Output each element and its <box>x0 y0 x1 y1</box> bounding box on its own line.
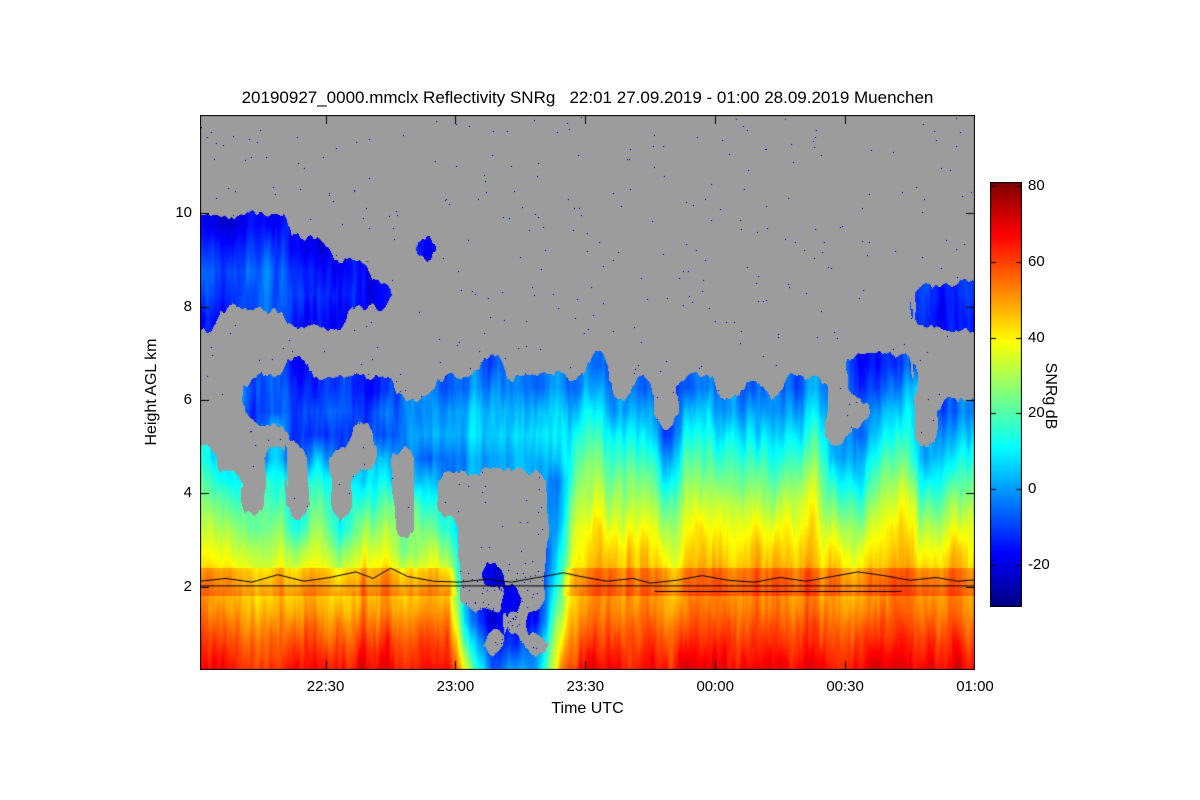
y-tick-label: 10 <box>175 204 192 222</box>
colorbar-tick-label: 0 <box>1028 480 1037 498</box>
x-tick-label: 22:30 <box>306 678 345 695</box>
heatmap-plot-canvas <box>200 115 975 670</box>
x-tick-label: 00:30 <box>826 678 864 695</box>
y-tick-label: 6 <box>183 390 192 408</box>
colorbar-canvas <box>990 182 1022 607</box>
chart-title: 20190927_0000.mmclx Reflectivity SNRg 22… <box>241 88 934 107</box>
x-tick-label: 23:30 <box>566 678 605 695</box>
x-axis-label: Time UTC <box>551 700 624 717</box>
x-tick-label: 23:00 <box>436 678 475 695</box>
colorbar-tick-label: 60 <box>1028 252 1045 270</box>
colorbar-tick-label: 80 <box>1028 176 1045 194</box>
y-tick-label: 8 <box>183 297 192 315</box>
colorbar-tick-label: 20 <box>1028 404 1045 422</box>
y-tick-label: 2 <box>183 577 192 595</box>
colorbar-tick-label: -20 <box>1028 556 1050 574</box>
x-tick-label: 01:00 <box>956 678 994 695</box>
y-tick-label: 4 <box>183 484 192 502</box>
x-tick-label: 00:00 <box>696 678 734 695</box>
colorbar-tick-label: 40 <box>1028 328 1045 346</box>
